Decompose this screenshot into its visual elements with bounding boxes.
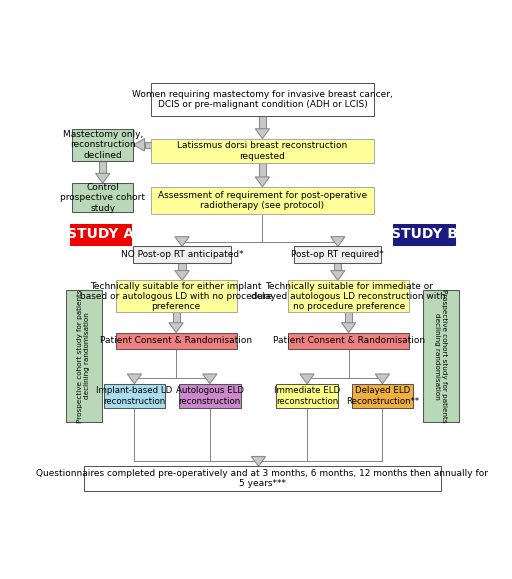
Polygon shape [375, 374, 390, 384]
Polygon shape [169, 323, 183, 332]
Polygon shape [331, 237, 345, 247]
Text: Technically suitable for immediate or
delayed autologous LD reconstruction with
: Technically suitable for immediate or de… [251, 281, 446, 312]
FancyBboxPatch shape [152, 187, 374, 214]
FancyBboxPatch shape [134, 247, 230, 263]
Polygon shape [203, 374, 217, 384]
Polygon shape [331, 270, 345, 280]
Bar [173, 313, 180, 323]
FancyBboxPatch shape [288, 280, 409, 313]
Bar [99, 161, 106, 173]
Text: STUDY A: STUDY A [67, 228, 134, 241]
Text: NO Post-op RT anticipated*: NO Post-op RT anticipated* [121, 251, 243, 259]
FancyBboxPatch shape [116, 332, 237, 350]
Bar [144, 142, 152, 148]
Text: Latissmus dorsi breast reconstruction
requested: Latissmus dorsi breast reconstruction re… [177, 141, 348, 160]
Polygon shape [255, 177, 269, 187]
FancyBboxPatch shape [72, 183, 134, 212]
Polygon shape [127, 374, 142, 384]
FancyBboxPatch shape [294, 247, 381, 263]
FancyBboxPatch shape [276, 384, 338, 408]
Text: Prospective cohort study for patients
declining randomisation: Prospective cohort study for patients de… [435, 289, 447, 423]
Polygon shape [175, 270, 189, 280]
FancyBboxPatch shape [72, 129, 134, 161]
Polygon shape [96, 173, 110, 183]
Text: Prospective cohort study for patients
declining randomisation: Prospective cohort study for patients de… [77, 289, 90, 423]
FancyBboxPatch shape [84, 466, 441, 491]
Text: Mastectomy only,
reconstruction
declined: Mastectomy only, reconstruction declined [62, 130, 143, 160]
Text: Post-op RT required*: Post-op RT required* [291, 251, 384, 259]
Polygon shape [175, 237, 189, 247]
FancyBboxPatch shape [423, 290, 459, 422]
Text: Women requiring mastectomy for invasive breast cancer,
DCIS or pre-malignant con: Women requiring mastectomy for invasive … [132, 90, 393, 109]
FancyBboxPatch shape [70, 223, 132, 245]
Text: STUDY B: STUDY B [391, 228, 458, 241]
FancyBboxPatch shape [116, 280, 237, 313]
FancyBboxPatch shape [288, 332, 409, 350]
Bar [334, 263, 342, 270]
Bar [259, 116, 266, 129]
Text: Patient Consent & Randomisation: Patient Consent & Randomisation [100, 336, 252, 346]
Text: Assessment of requirement for post-operative
radiotherapy (see protocol): Assessment of requirement for post-opera… [158, 191, 367, 210]
Polygon shape [251, 456, 266, 466]
Text: Control
prospective cohort
study: Control prospective cohort study [60, 183, 145, 212]
FancyBboxPatch shape [152, 83, 374, 116]
FancyBboxPatch shape [179, 384, 241, 408]
Polygon shape [134, 138, 144, 151]
FancyBboxPatch shape [66, 290, 102, 422]
Bar [259, 163, 266, 177]
Polygon shape [300, 374, 314, 384]
Text: Questionnaires completed pre-operatively and at 3 months, 6 months, 12 months th: Questionnaires completed pre-operatively… [36, 469, 488, 488]
Text: Implant-based LD
reconstruction: Implant-based LD reconstruction [96, 386, 173, 406]
FancyBboxPatch shape [152, 138, 374, 163]
Text: Technically suitable for either implant
based or autologous LD with no procedure: Technically suitable for either implant … [80, 281, 272, 312]
Bar [345, 313, 352, 323]
Polygon shape [255, 129, 269, 138]
FancyBboxPatch shape [393, 223, 455, 245]
Text: Patient Consent & Randomisation: Patient Consent & Randomisation [273, 336, 425, 346]
FancyBboxPatch shape [352, 384, 413, 408]
FancyBboxPatch shape [103, 384, 165, 408]
Text: Immediate ELD
reconstruction: Immediate ELD reconstruction [274, 386, 340, 406]
Text: Delayed ELD
Reconstruction**: Delayed ELD Reconstruction** [346, 386, 419, 406]
Bar [179, 263, 186, 270]
Text: Autologous ELD
reconstruction: Autologous ELD reconstruction [176, 386, 244, 406]
Polygon shape [342, 323, 356, 332]
